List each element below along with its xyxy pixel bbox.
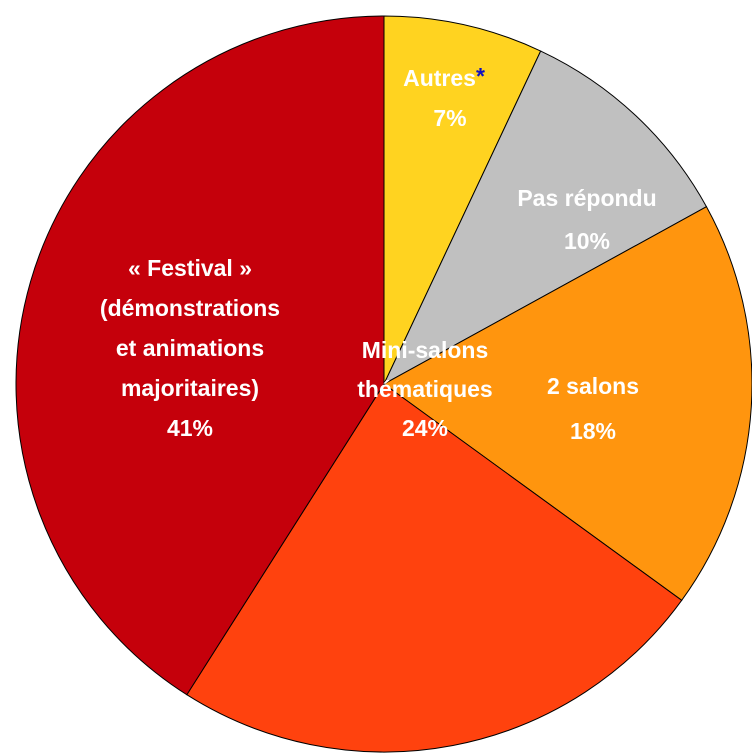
label-line: 2 salons — [547, 373, 639, 399]
slice-label: Autres* — [403, 63, 485, 91]
slice-label: 2 salons — [547, 373, 639, 399]
value-label: 18% — [570, 418, 616, 444]
slice-label: Pas répondu — [517, 185, 656, 211]
label-line: Mini-salons — [362, 337, 489, 363]
label-line: Pas répondu — [517, 185, 656, 211]
footnote-marker: * — [476, 63, 485, 89]
pie-slice — [186, 383, 683, 753]
label-line: Autres — [403, 65, 476, 91]
pie-slice — [15, 15, 385, 696]
value-label: 41% — [167, 415, 213, 441]
pie-slice — [382, 50, 708, 386]
pie-slice — [383, 15, 542, 385]
value-label: 10% — [564, 228, 610, 254]
label-line: « Festival » — [128, 255, 252, 281]
pie-slice — [383, 206, 752, 602]
slice-label: Mini-salons thématiques — [357, 337, 492, 402]
label-line: et animations — [116, 335, 264, 361]
slice-label: « Festival » (démonstrations et animations… — [100, 255, 280, 401]
value-label: 24% — [402, 415, 448, 441]
label-line: majoritaires) — [121, 375, 259, 401]
label-line: (démonstrations — [100, 295, 280, 321]
value-label: 7% — [433, 105, 466, 131]
label-line: thématiques — [357, 376, 492, 402]
